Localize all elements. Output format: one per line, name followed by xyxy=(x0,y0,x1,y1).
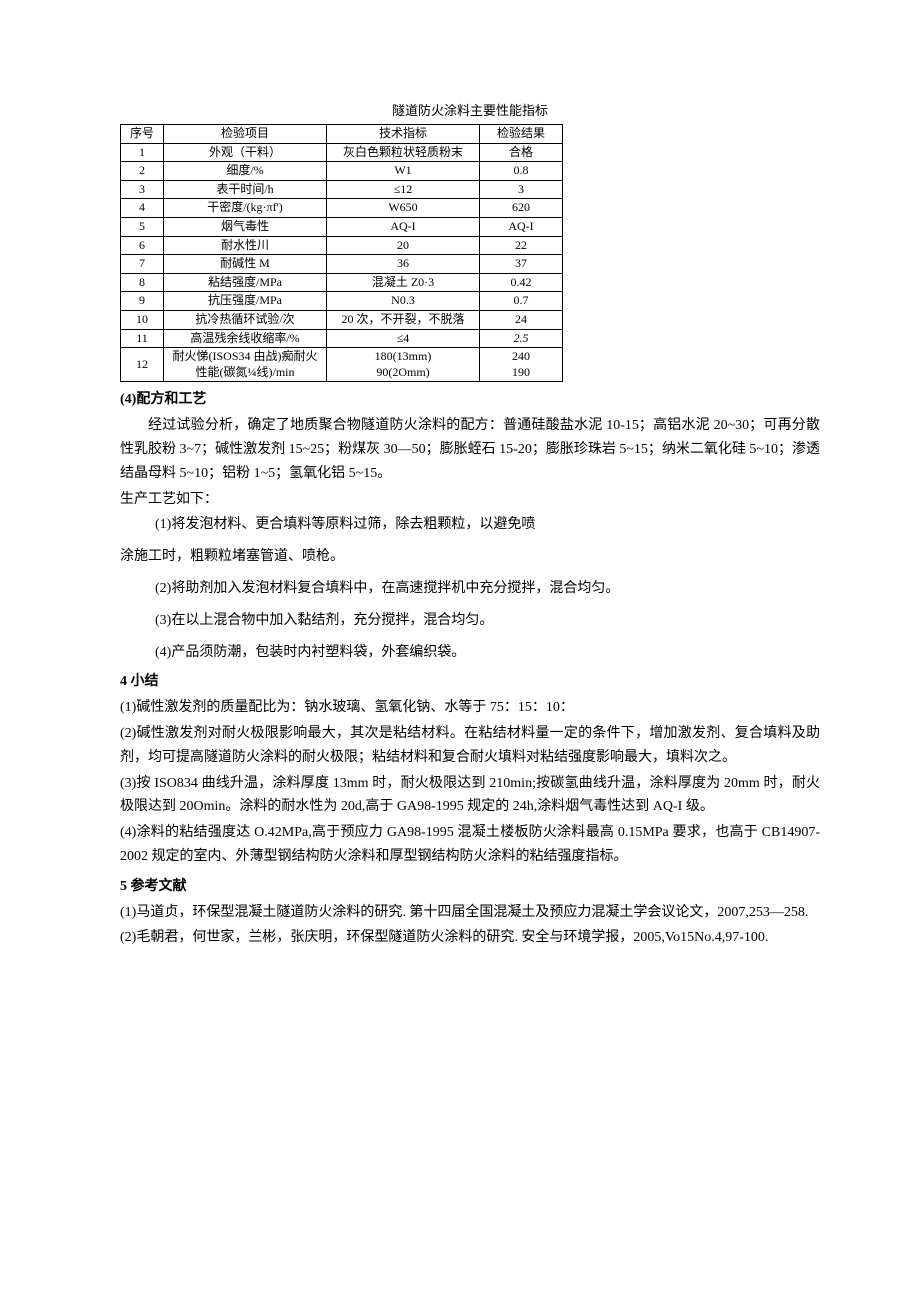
table-cell: 耐碱性 M xyxy=(164,255,327,274)
table-cell: 高温残余线收缩率/% xyxy=(164,329,327,348)
table-cell: 烟气毒性 xyxy=(164,218,327,237)
table-cell: 表干时间/h xyxy=(164,180,327,199)
table-cell: 240190 xyxy=(480,348,563,382)
table-cell: ≤4 xyxy=(327,329,480,348)
table-row: 6耐水性川2022 xyxy=(121,236,563,255)
recipe-paragraph: 经过试验分析，确定了地质聚合物隧道防火涂料的配方：普通硅酸盐水泥 10-15；高… xyxy=(120,414,820,485)
table-cell: 细度/% xyxy=(164,162,327,181)
table-cell: 灰白色颗粒状轻质粉末 xyxy=(327,143,480,162)
table-row: 12耐火悌(ISOS34 由战)痴耐火性能(碳氮¼线)/min180(13mm)… xyxy=(121,348,563,382)
table-row: 11高温残余线收缩率/%≤42.5 xyxy=(121,329,563,348)
table-cell: 2.5 xyxy=(480,329,563,348)
summary-item-4: (4)涂料的粘结强度达 O.42MPa,高于预应力 GA98-1995 混凝土楼… xyxy=(120,821,820,869)
table-cell: 0.8 xyxy=(480,162,563,181)
table-cell: N0.3 xyxy=(327,292,480,311)
table-cell: AQ-I xyxy=(327,218,480,237)
process-step-4: (4)产品须防潮，包装时内衬塑料袋，外套编织袋。 xyxy=(120,641,820,665)
reference-1: (1)马道贞，环保型混凝土隧道防火涂料的研究. 第十四届全国混凝土及预应力混凝土… xyxy=(120,901,820,925)
table-cell: 粘结强度/MPa xyxy=(164,273,327,292)
table-cell: 外观（干料） xyxy=(164,143,327,162)
table-row: 5烟气毒性AQ-IAQ-I xyxy=(121,218,563,237)
table-row: 3表干时间/h≤123 xyxy=(121,180,563,199)
table-row: 7耐碱性 M3637 xyxy=(121,255,563,274)
table-cell: 耐水性川 xyxy=(164,236,327,255)
table-cell: 36 xyxy=(327,255,480,274)
table-cell: 3 xyxy=(480,180,563,199)
table-cell: 37 xyxy=(480,255,563,274)
table-cell: 24 xyxy=(480,311,563,330)
table-header-row: 序号 检验项目 技术指标 检验结果 xyxy=(121,125,563,144)
table-cell: 2 xyxy=(121,162,164,181)
table-cell: 22 xyxy=(480,236,563,255)
table-cell: 11 xyxy=(121,329,164,348)
table-cell: 抗压强度/MPa xyxy=(164,292,327,311)
table-cell: 620 xyxy=(480,199,563,218)
summary-item-2: (2)碱性激发剂对耐火极限影响最大，其次是粘结材料。在粘结材料量一定的条件下，增… xyxy=(120,722,820,770)
table-row: 8粘结强度/MPa混凝土 Z0·30.42 xyxy=(121,273,563,292)
table-row: 10抗冷热循环试验/次20 次，不开裂，不脱落24 xyxy=(121,311,563,330)
section-heading-recipe: (4)配方和工艺 xyxy=(120,388,820,412)
process-step-1a: (1)将发泡材料、更合填料等原料过筛，除去粗颗粒，以避免喷 xyxy=(120,513,820,537)
table-cell: 耐火悌(ISOS34 由战)痴耐火性能(碳氮¼线)/min xyxy=(164,348,327,382)
table-cell: 0.7 xyxy=(480,292,563,311)
table-cell: 6 xyxy=(121,236,164,255)
table-cell: 7 xyxy=(121,255,164,274)
table-cell: 抗冷热循环试验/次 xyxy=(164,311,327,330)
th-spec: 技术指标 xyxy=(327,125,480,144)
reference-2: (2)毛朝君，何世家，兰彬，张庆明，环保型隧道防火涂料的研究. 安全与环境学报，… xyxy=(120,926,820,950)
table-cell: 1 xyxy=(121,143,164,162)
process-step-2: (2)将助剂加入发泡材料复合填料中，在高速搅拌机中充分搅拌，混合均匀。 xyxy=(120,577,820,601)
table-cell: 8 xyxy=(121,273,164,292)
th-seq: 序号 xyxy=(121,125,164,144)
process-step-1b: 涂施工时，粗颗粒堵塞管道、喷枪。 xyxy=(120,545,820,569)
table-cell: 干密度/(kg·πf') xyxy=(164,199,327,218)
table-row: 9抗压强度/MPaN0.30.7 xyxy=(121,292,563,311)
summary-item-3: (3)按 ISO834 曲线升温，涂料厚度 13mm 时，耐火极限达到 210m… xyxy=(120,772,820,820)
section-heading-refs: 5 参考文献 xyxy=(120,875,820,899)
table-cell: 4 xyxy=(121,199,164,218)
table-row: 4干密度/(kg·πf')W650620 xyxy=(121,199,563,218)
table-row: 1外观（干料）灰白色颗粒状轻质粉末合格 xyxy=(121,143,563,162)
table-cell: 20 xyxy=(327,236,480,255)
table-cell: AQ-I xyxy=(480,218,563,237)
table-cell: ≤12 xyxy=(327,180,480,199)
table-cell: 180(13mm)90(2Omm) xyxy=(327,348,480,382)
table-cell: 10 xyxy=(121,311,164,330)
section-heading-summary: 4 小结 xyxy=(120,670,820,694)
table-cell: 5 xyxy=(121,218,164,237)
performance-table: 序号 检验项目 技术指标 检验结果 1外观（干料）灰白色颗粒状轻质粉末合格2细度… xyxy=(120,124,563,382)
table-cell: 9 xyxy=(121,292,164,311)
th-result: 检验结果 xyxy=(480,125,563,144)
table-row: 2细度/%W10.8 xyxy=(121,162,563,181)
table-cell: 0.42 xyxy=(480,273,563,292)
th-item: 检验项目 xyxy=(164,125,327,144)
table-cell: 混凝土 Z0·3 xyxy=(327,273,480,292)
table-title: 隧道防火涂料主要性能指标 xyxy=(120,100,820,122)
table-cell: 3 xyxy=(121,180,164,199)
table-cell: 12 xyxy=(121,348,164,382)
summary-item-1: (1)碱性激发剂的质量配比为：钠水玻璃、氢氧化钠、水等于 75：15：10： xyxy=(120,696,820,720)
table-cell: 20 次，不开裂，不脱落 xyxy=(327,311,480,330)
table-cell: 合格 xyxy=(480,143,563,162)
process-step-3: (3)在以上混合物中加入黏结剂，充分搅拌，混合均匀。 xyxy=(120,609,820,633)
table-cell: W1 xyxy=(327,162,480,181)
table-cell: W650 xyxy=(327,199,480,218)
process-intro: 生产工艺如下： xyxy=(120,488,820,512)
